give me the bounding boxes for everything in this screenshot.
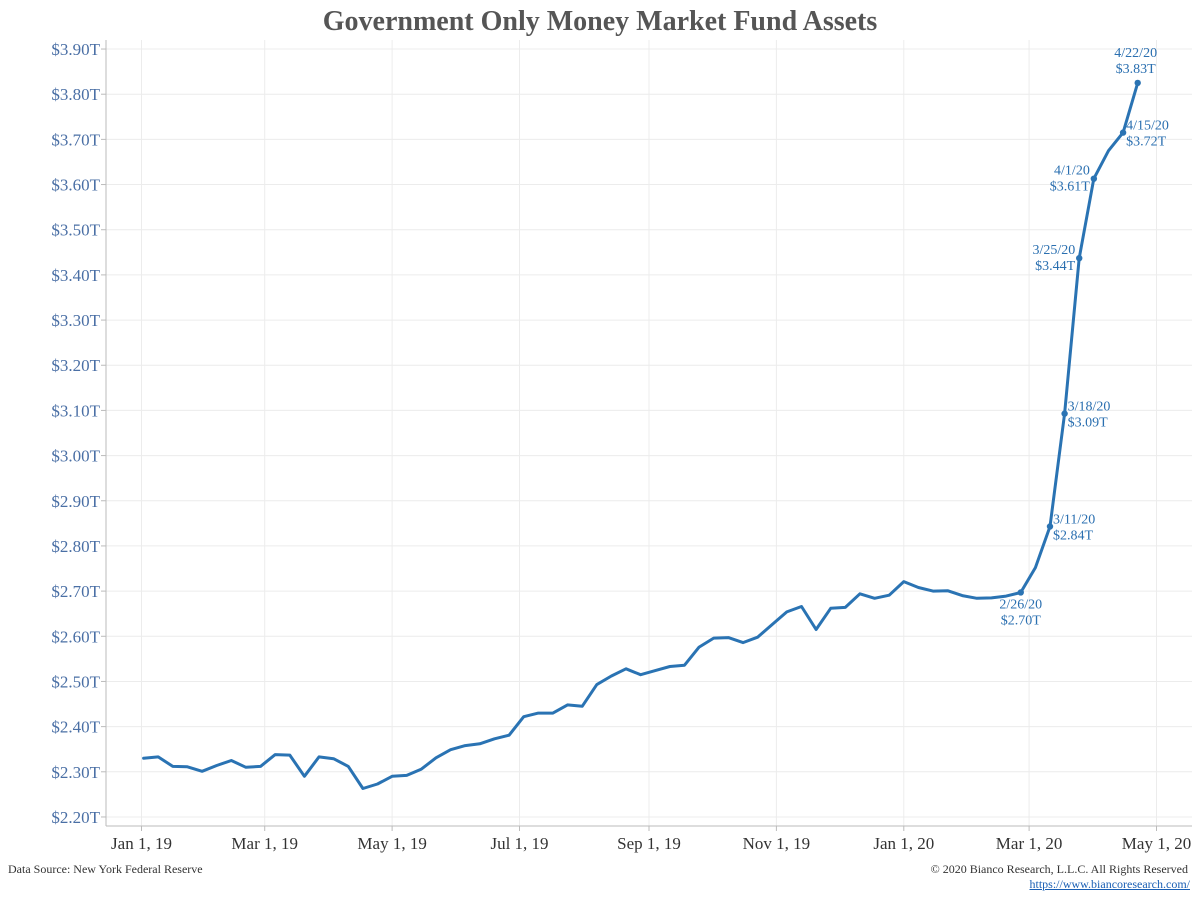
annotations: 2/26/20$2.70T 3/11/20$2.84T 3/18/20$3.09T 3…	[999, 46, 1169, 629]
y-tick-label: $2.70T	[51, 582, 100, 601]
annotation-date: 4/15/20	[1126, 119, 1169, 134]
annotation-date: 3/25/20	[1032, 243, 1075, 258]
annotation-date: 4/1/20	[1054, 164, 1090, 179]
x-tick-label: Mar 1, 19	[231, 834, 298, 853]
y-tick-label: $3.10T	[51, 401, 100, 420]
annotation-date: 4/22/20	[1114, 46, 1157, 61]
annotation-value: $2.70T	[1001, 613, 1042, 628]
y-tick-label: $3.90T	[51, 40, 100, 59]
y-tick-label: $2.20T	[51, 808, 100, 827]
annotation-point	[1090, 175, 1098, 182]
x-tick-label: Sep 1, 19	[617, 834, 681, 853]
x-tick-label: Jan 1, 20	[873, 834, 934, 853]
y-tick-label: $2.80T	[51, 537, 100, 556]
data-source-note: Data Source: New York Federal Reserve	[8, 862, 203, 876]
y-tick-label: $2.40T	[51, 718, 100, 737]
y-tick-label: $3.80T	[51, 85, 100, 104]
x-tick-label: Jul 1, 19	[490, 834, 548, 853]
annotation-point	[1017, 589, 1024, 596]
y-tick-label: $2.60T	[51, 627, 100, 646]
y-tick-label: $3.00T	[51, 447, 100, 466]
annotation-point	[1061, 410, 1068, 417]
annotation-date: 3/18/20	[1068, 400, 1111, 415]
y-tick-label: $2.50T	[51, 672, 100, 691]
y-tick-label: $2.90T	[51, 492, 100, 511]
y-tick-label: $2.30T	[51, 763, 100, 782]
y-tick-label: $3.70T	[51, 130, 100, 149]
annotation-point	[1076, 254, 1083, 262]
y-tick-label: $3.60T	[51, 176, 100, 195]
annotation-date: 3/11/20	[1053, 513, 1095, 528]
x-tick-label: May 1, 19	[357, 834, 426, 853]
x-tick-label: Nov 1, 19	[743, 834, 811, 853]
annotation-point	[1119, 129, 1127, 136]
annotation-value: $3.83T	[1116, 62, 1157, 77]
annotation-point	[1134, 79, 1141, 87]
annotation-value: $3.09T	[1068, 416, 1109, 431]
x-tick-label: Mar 1, 20	[996, 834, 1063, 853]
website-link[interactable]: https://www.biancoresearch.com/	[1029, 877, 1190, 891]
annotation-date: 2/26/20	[999, 597, 1042, 612]
chart-title: Government Only Money Market Fund Assets	[322, 6, 878, 37]
x-axis-ticks: Jan 1, 19 Mar 1, 19 May 1, 19 Jul 1, 19 Sep …	[111, 826, 1191, 853]
annotation-point	[1046, 523, 1054, 530]
y-tick-label: $3.40T	[51, 266, 100, 285]
y-axis-ticks: $2.20T $2.30T $2.40T $2.50T $2.60T $2.70T $2.8…	[51, 40, 106, 827]
series-line	[142, 81, 1140, 790]
grid	[106, 40, 1192, 826]
annotation-value: $3.61T	[1050, 180, 1091, 195]
y-tick-label: $3.50T	[51, 221, 100, 240]
y-tick-label: $3.30T	[51, 311, 100, 330]
x-tick-label: Jan 1, 19	[111, 834, 172, 853]
series	[142, 81, 1140, 790]
annotation-value: $2.84T	[1053, 529, 1094, 544]
y-tick-label: $3.20T	[51, 356, 100, 375]
annotation-value: $3.72T	[1126, 135, 1167, 150]
copyright-note: © 2020 Bianco Research, L.L.C. All Right…	[930, 862, 1188, 876]
annotation-value: $3.44T	[1035, 259, 1076, 274]
x-tick-label: May 1, 20	[1122, 834, 1191, 853]
